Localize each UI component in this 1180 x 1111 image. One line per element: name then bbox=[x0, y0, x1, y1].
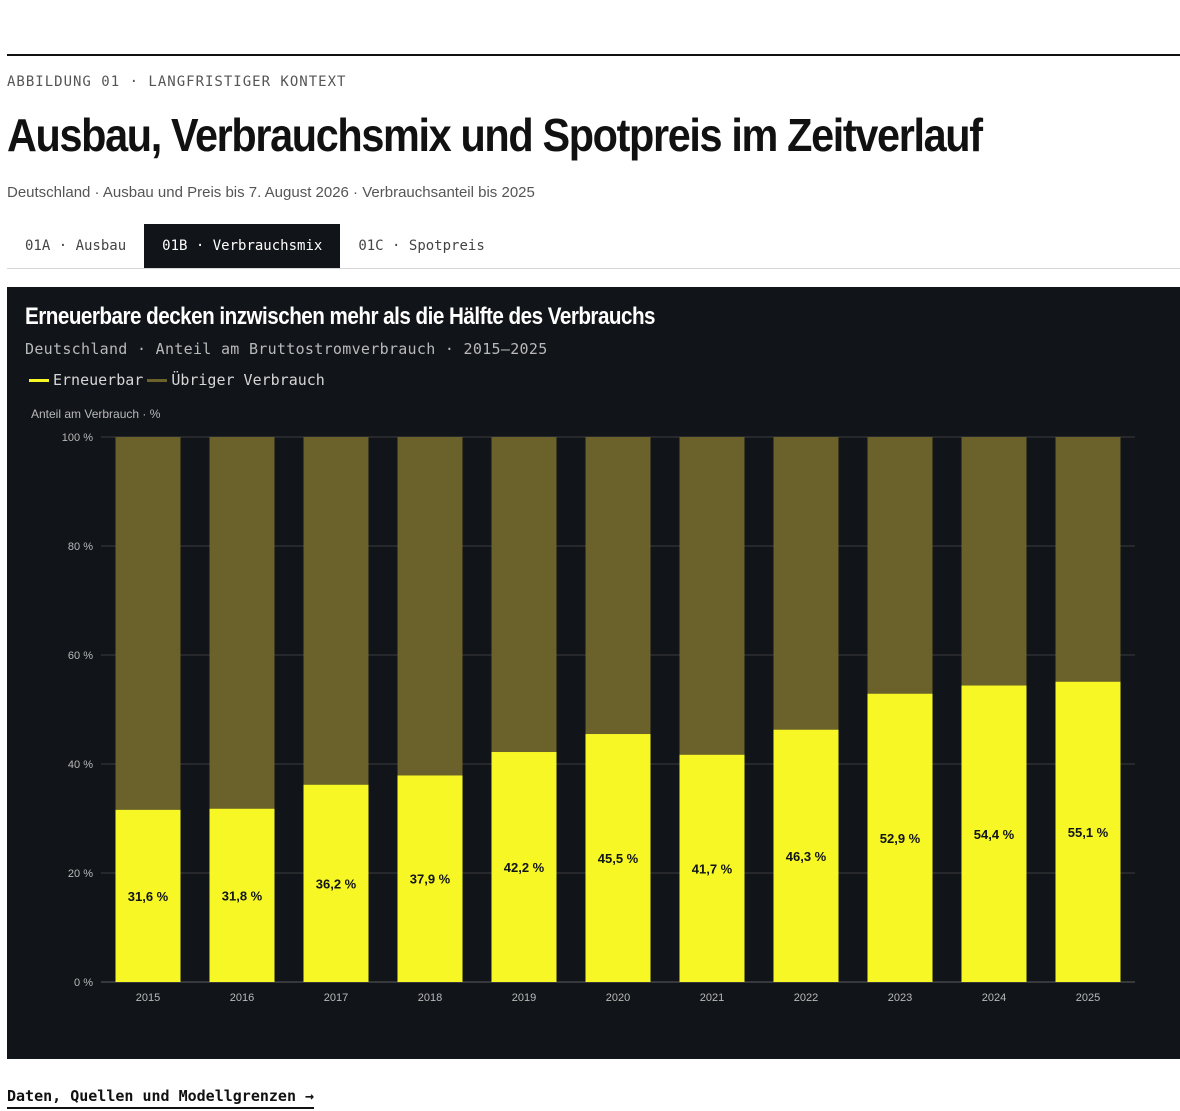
y-tick-label: 20 % bbox=[68, 868, 93, 880]
legend-swatch-uebriger-verbrauch bbox=[147, 378, 168, 382]
bar-erneuerbar bbox=[867, 693, 933, 982]
x-tick-label: 2015 bbox=[136, 992, 160, 1004]
chart-title: Erneuerbare decken inzwischen mehr als d… bbox=[25, 303, 656, 330]
x-tick-label: 2019 bbox=[512, 992, 536, 1004]
bar-uebriger-verbrauch bbox=[585, 437, 651, 735]
bar-erneuerbar bbox=[209, 808, 275, 982]
y-tick-label: 0 % bbox=[74, 977, 93, 989]
x-tick-label: 2023 bbox=[888, 992, 912, 1004]
x-tick-label: 2022 bbox=[794, 992, 818, 1004]
bar-data-label: 31,8 % bbox=[222, 888, 263, 903]
figure-kicker: ABBILDUNG 01 · LANGFRISTIGER KONTEXT bbox=[7, 74, 347, 90]
bar-erneuerbar bbox=[585, 734, 651, 982]
bar-uebriger-verbrauch bbox=[773, 437, 839, 730]
top-rule bbox=[7, 54, 1180, 56]
bar-data-label: 52,9 % bbox=[880, 831, 921, 846]
bar-data-label: 45,5 % bbox=[598, 851, 639, 866]
bar-data-label: 54,4 % bbox=[974, 827, 1015, 842]
bar-data-label: 46,3 % bbox=[786, 849, 827, 864]
chart-panel: 0 % 20 % 40 % 60 % 80 % 100 % 31,6 % 2015 31,8 %… bbox=[7, 287, 1180, 1059]
legend-swatch-erneuerbar bbox=[29, 378, 49, 382]
bar-erneuerbar bbox=[397, 775, 463, 982]
bar-erneuerbar bbox=[303, 784, 369, 982]
bar-data-label: 31,6 % bbox=[128, 889, 169, 904]
tab-verbrauchsmix[interactable]: 01B · Verbrauchsmix bbox=[144, 224, 341, 268]
bar-data-label: 55,1 % bbox=[1068, 825, 1109, 840]
bar-erneuerbar bbox=[491, 752, 557, 982]
x-tick-label: 2024 bbox=[982, 992, 1006, 1004]
bar-uebriger-verbrauch bbox=[303, 437, 369, 785]
bar-uebriger-verbrauch bbox=[961, 437, 1027, 686]
x-tick-label: 2025 bbox=[1076, 992, 1100, 1004]
bar-erneuerbar bbox=[679, 754, 745, 982]
bar-uebriger-verbrauch bbox=[115, 437, 181, 810]
bar-erneuerbar bbox=[1055, 681, 1121, 982]
bar-erneuerbar bbox=[115, 809, 181, 982]
page-subtitle: Deutschland · Ausbau und Preis bis 7. Au… bbox=[7, 184, 535, 201]
chart-subtitle: Deutschland · Anteil am Bruttostromverbr… bbox=[25, 340, 548, 358]
bar-data-label: 37,9 % bbox=[410, 872, 451, 887]
x-tick-label: 2017 bbox=[324, 992, 348, 1004]
legend-item-uebriger-verbrauch: Übriger Verbrauch bbox=[147, 371, 325, 389]
bar-uebriger-verbrauch bbox=[1055, 437, 1121, 682]
y-tick-label: 40 % bbox=[68, 759, 93, 771]
tab-ausbau[interactable]: 01A · Ausbau bbox=[25, 238, 127, 254]
bar-uebriger-verbrauch bbox=[491, 437, 557, 753]
chart-legend: Erneuerbar Übriger Verbrauch bbox=[29, 371, 329, 389]
figure-tabs: 01A · Ausbau 01B · Verbrauchsmix 01C · S… bbox=[7, 224, 1180, 269]
legend-label-erneuerbar: Erneuerbar bbox=[53, 371, 144, 389]
x-tick-label: 2016 bbox=[230, 992, 254, 1004]
data-sources-link[interactable]: Daten, Quellen und Modellgrenzen → bbox=[7, 1087, 315, 1109]
tab-spotpreis[interactable]: 01C · Spotpreis bbox=[358, 238, 485, 254]
bar-uebriger-verbrauch bbox=[397, 437, 463, 776]
bar-data-label: 41,7 % bbox=[692, 861, 733, 876]
x-tick-label: 2021 bbox=[700, 992, 724, 1004]
bar-data-label: 42,2 % bbox=[504, 860, 545, 875]
legend-item-erneuerbar: Erneuerbar bbox=[29, 371, 143, 389]
stacked-bar-chart: 0 % 20 % 40 % 60 % 80 % 100 % 31,6 % 2015 31,8 %… bbox=[62, 432, 1135, 1004]
bar-erneuerbar bbox=[773, 729, 839, 982]
x-tick-label: 2018 bbox=[418, 992, 442, 1004]
y-tick-label: 100 % bbox=[62, 432, 93, 444]
bar-erneuerbar bbox=[961, 685, 1027, 982]
bar-uebriger-verbrauch bbox=[679, 437, 745, 755]
page-title: Ausbau, Verbrauchsmix und Spotpreis im Z… bbox=[7, 109, 983, 161]
y-tick-label: 60 % bbox=[68, 650, 93, 662]
legend-label-uebriger-verbrauch: Übriger Verbrauch bbox=[171, 371, 325, 389]
bar-uebriger-verbrauch bbox=[867, 437, 933, 694]
x-tick-label: 2020 bbox=[606, 992, 630, 1004]
y-tick-label: 80 % bbox=[68, 541, 93, 553]
y-axis-title: Anteil am Verbrauch · % bbox=[31, 407, 161, 421]
bar-uebriger-verbrauch bbox=[209, 437, 275, 809]
bar-data-label: 36,2 % bbox=[316, 876, 357, 891]
